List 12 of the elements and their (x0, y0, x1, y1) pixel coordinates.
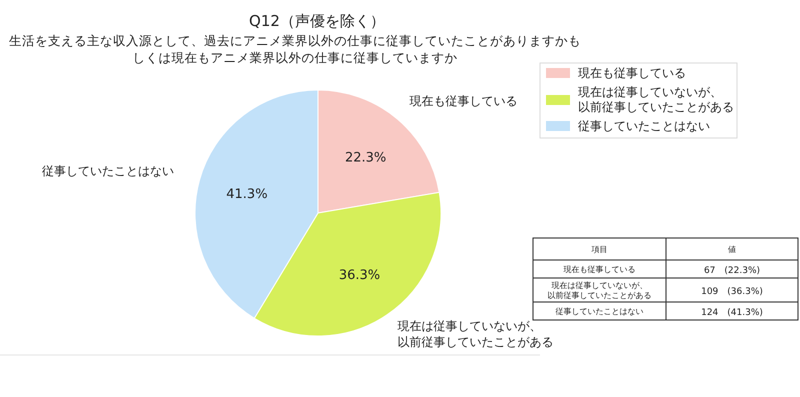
slice-label: 従事していたことはない (42, 164, 174, 178)
data-label: 36.3% (338, 268, 380, 284)
slice-label: 現在は従事していないが、以前従事していたことがある (398, 318, 554, 349)
chart-subtitle: 生活を支える主な収入源として、過去にアニメ業界以外の仕事に従事していたことがありますかもしくは現在もアニメ業界以外の仕事に従事していますか (9, 33, 581, 65)
legend-label: 現在も従事している (578, 66, 686, 80)
data-label: 41.3% (226, 187, 268, 202)
legend-label: 従事していたことはない (578, 119, 710, 133)
chart-title: Q12（声優を除く） (249, 12, 385, 30)
data-label: 22.3% (344, 150, 386, 166)
slice-label: 現在も従事している (409, 94, 518, 108)
table: 項目 値 現在も従事している 67 (22.3%) 現在は従事していないが、以前従事していたことがある 109 (36.3%) 従事していたことはない 124 (41.3%) (532, 238, 798, 320)
legend-label: 現在は従事していないが、以前従事していたことがある (578, 85, 734, 114)
